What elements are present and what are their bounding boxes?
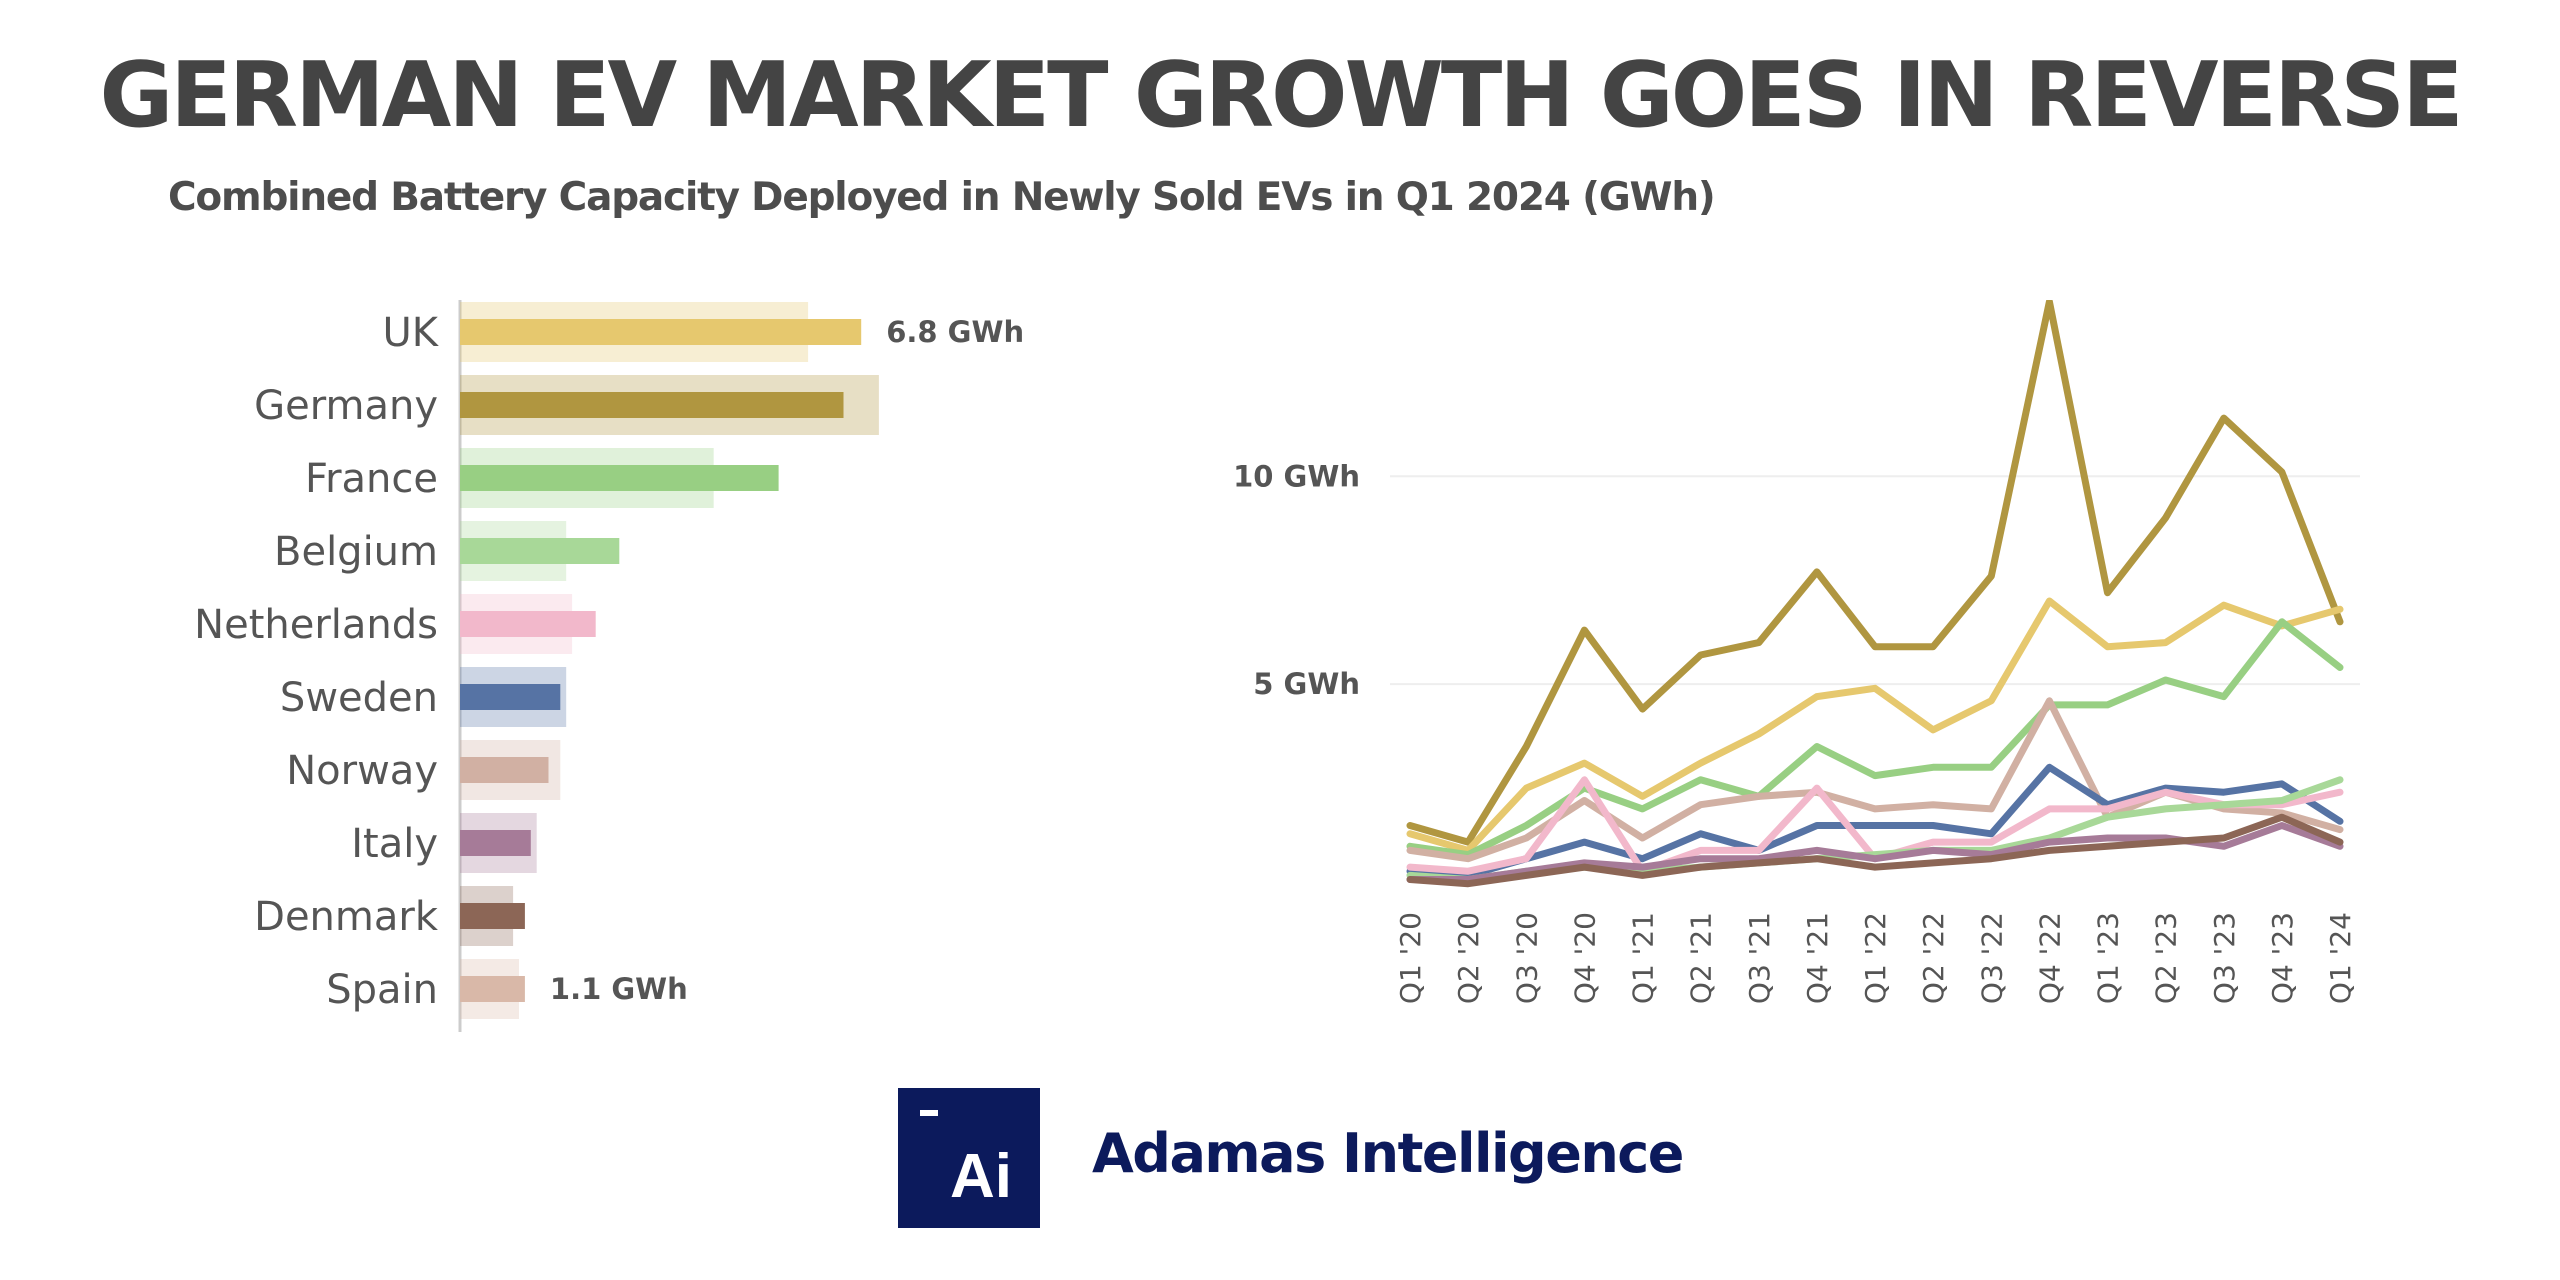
x-tick-label: Q1 '22 — [1859, 912, 1892, 1004]
series-line-germany — [1406, 300, 2344, 846]
brand-logo: Ai — [898, 1088, 1040, 1228]
bar-spain — [460, 976, 525, 1002]
bar-label-norway: Norway — [286, 748, 438, 794]
bar-label-sweden: Sweden — [280, 675, 438, 721]
bar-netherlands — [460, 611, 596, 637]
x-tick-label: Q1 '24 — [2324, 912, 2357, 1004]
x-tick-label: Q4 '23 — [2266, 912, 2299, 1004]
x-tick-label: Q3 '21 — [1743, 912, 1776, 1004]
x-tick-label: Q2 '21 — [1685, 912, 1718, 1004]
bar-label-denmark: Denmark — [254, 894, 439, 940]
bar-label-germany: Germany — [254, 383, 438, 429]
chart-subtitle: Combined Battery Capacity Deployed in Ne… — [168, 175, 1716, 220]
x-tick-label: Q1 '21 — [1627, 912, 1660, 1004]
series-line-sweden — [1406, 763, 2344, 879]
y-tick-label: 5 GWh — [1253, 667, 1360, 701]
series-line-uk — [1406, 597, 2344, 854]
bar-label-france: France — [305, 456, 438, 502]
bar-sweden — [460, 684, 561, 710]
data-label-uk: 6.8 GWh — [886, 315, 1024, 349]
x-tick-label: Q2 '23 — [2150, 912, 2183, 1004]
bar-chart: UK Germany France Belgium Netherlands Sweden N… — [194, 300, 1024, 1032]
x-tick-label: Q3 '23 — [2208, 912, 2241, 1004]
x-tick-label: Q4 '22 — [2033, 912, 2066, 1004]
bar-uk — [460, 319, 862, 345]
bar-label-italy: Italy — [351, 821, 438, 867]
bar-denmark — [460, 903, 525, 929]
x-tick-label: Q3 '20 — [1510, 912, 1543, 1004]
logo-text: Ai — [950, 1142, 1012, 1211]
x-tick-label: Q1 '23 — [2092, 912, 2125, 1004]
line-chart: 5 GWh 10 GWh Q1 '20 Q2 '20 Q3 '20 Q4 '20 Q1 '2… — [1233, 300, 2360, 1004]
bar-belgium — [460, 538, 620, 564]
brand-name: Adamas Intelligence — [1092, 1122, 1684, 1185]
x-tick-label: Q2 '20 — [1452, 912, 1485, 1004]
x-tick-label: Q3 '22 — [1975, 912, 2008, 1004]
bar-norway — [460, 757, 549, 783]
x-tick-label: Q4 '20 — [1568, 912, 1601, 1004]
bar-label-spain: Spain — [326, 967, 438, 1013]
logo-dash — [920, 1110, 938, 1116]
x-tick-label: Q1 '20 — [1394, 912, 1427, 1004]
series-line-denmark — [1406, 813, 2344, 888]
x-tick-label: Q2 '22 — [1917, 912, 1950, 1004]
bar-germany — [460, 392, 844, 418]
bar-label-belgium: Belgium — [274, 529, 438, 575]
bar-label-netherlands: Netherlands — [194, 602, 438, 648]
bar-label-uk: UK — [382, 310, 439, 356]
y-tick-label: 10 GWh — [1233, 459, 1360, 493]
bar-italy — [460, 830, 531, 856]
chart-title: GERMAN EV MARKET GROWTH GOES IN REVERSE — [99, 43, 2463, 148]
x-tick-label: Q4 '21 — [1801, 912, 1834, 1004]
bar-france — [460, 465, 779, 491]
data-label-spain: 1.1 GWh — [550, 972, 688, 1006]
